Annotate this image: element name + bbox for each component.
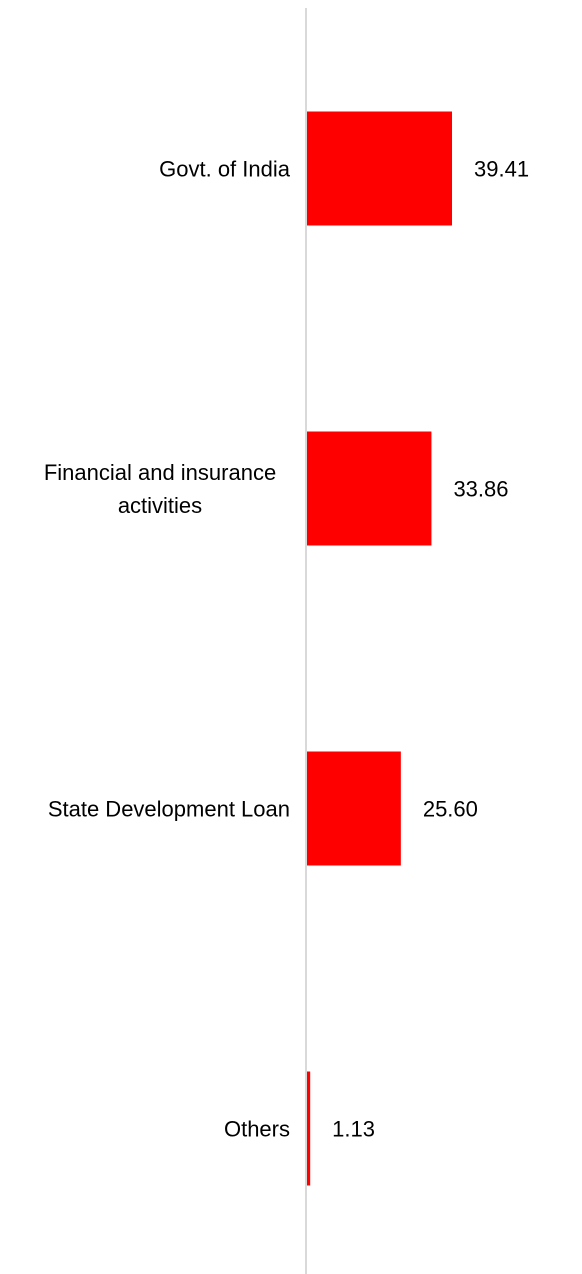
category-label: Govt. of India bbox=[159, 157, 291, 182]
category-label: Financial and insurance activities bbox=[44, 460, 276, 518]
value-label: 33.86 bbox=[453, 477, 508, 502]
value-label: 25.60 bbox=[423, 797, 478, 822]
bar bbox=[306, 111, 452, 226]
value-label: 1.13 bbox=[332, 1117, 375, 1142]
value-label-group: 39.41 33.86 25.60 1.13 bbox=[332, 157, 529, 1142]
category-label-group: Govt. of India Financial and insurance act… bbox=[44, 157, 291, 1142]
bar bbox=[306, 1071, 311, 1186]
category-label: State Development Loan bbox=[48, 797, 290, 822]
bar bbox=[306, 431, 432, 546]
bar bbox=[306, 751, 401, 866]
bar-group bbox=[306, 111, 452, 1186]
value-label: 39.41 bbox=[474, 157, 529, 182]
category-label: Others bbox=[224, 1117, 290, 1142]
